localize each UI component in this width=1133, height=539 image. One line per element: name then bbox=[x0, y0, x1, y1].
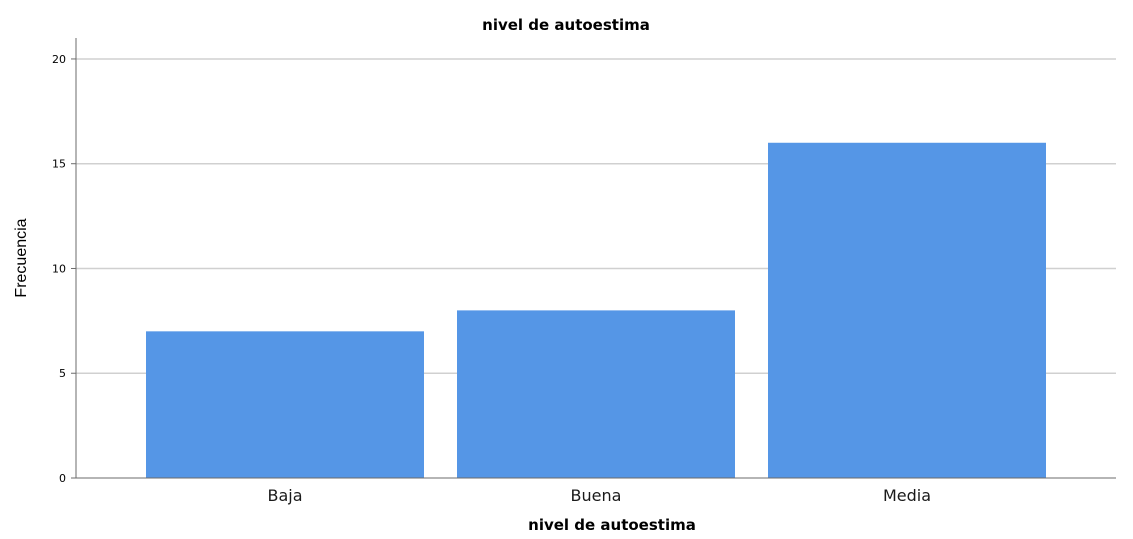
x-tick-label: Buena bbox=[571, 486, 622, 505]
chart-title: nivel de autoestima bbox=[482, 16, 650, 34]
y-tick-labels: 0 5 10 15 20 bbox=[52, 53, 76, 485]
axes bbox=[75, 38, 1116, 479]
bar-buena bbox=[457, 310, 735, 478]
y-tick-label: 20 bbox=[52, 53, 66, 66]
y-tick-label: 0 bbox=[59, 472, 66, 485]
x-tick-label: Media bbox=[883, 486, 931, 505]
bars bbox=[146, 142, 1046, 478]
y-axis-title: Frecuencia bbox=[13, 218, 30, 297]
y-tick-label: 10 bbox=[52, 262, 66, 275]
bar-media bbox=[768, 142, 1046, 478]
x-tick-label: Baja bbox=[267, 486, 302, 505]
x-axis-title: nivel de autoestima bbox=[528, 516, 696, 534]
y-tick-label: 15 bbox=[52, 158, 66, 171]
y-tick-label: 5 bbox=[59, 367, 66, 380]
x-tick-labels: Baja Buena Media bbox=[267, 486, 931, 505]
bar-baja bbox=[146, 331, 424, 478]
